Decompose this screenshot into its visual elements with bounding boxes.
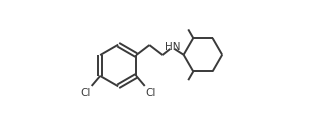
Text: Cl: Cl — [145, 88, 156, 98]
Text: Cl: Cl — [81, 88, 91, 98]
Text: HN: HN — [165, 42, 180, 52]
